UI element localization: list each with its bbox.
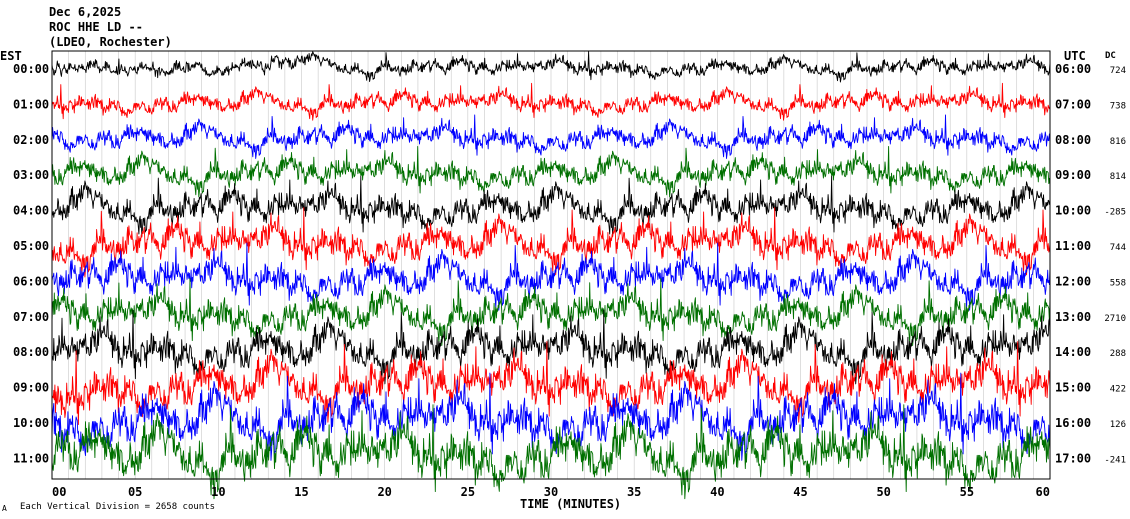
est-hour-label: 06:00 xyxy=(13,274,49,288)
header-date: Dec 6,2025 xyxy=(49,5,121,19)
x-tick-label: 20 xyxy=(377,485,391,499)
x-tick-label: 25 xyxy=(461,485,475,499)
utc-hour-label: 07:00 xyxy=(1055,97,1091,111)
est-hour-label: 01:00 xyxy=(13,97,49,111)
trace-hour-0400 xyxy=(51,175,1051,237)
trace-hour-1100 xyxy=(51,404,1051,500)
dc-offset-label: 744 xyxy=(1110,243,1126,253)
x-tick-label: 35 xyxy=(627,485,641,499)
utc-hour-label: 09:00 xyxy=(1055,168,1091,182)
est-hour-label: 11:00 xyxy=(13,451,49,465)
utc-hour-label: 14:00 xyxy=(1055,345,1091,359)
est-hour-label: 03:00 xyxy=(13,168,49,182)
utc-hour-label: 06:00 xyxy=(1055,62,1091,76)
dc-offset-label: 816 xyxy=(1110,137,1126,147)
x-tick-label: 55 xyxy=(960,485,974,499)
x-tick-label: 15 xyxy=(294,485,308,499)
utc-hour-label: 08:00 xyxy=(1055,133,1091,147)
trace-hour-0600 xyxy=(51,242,1051,311)
dc-offset-label: 126 xyxy=(1110,420,1126,430)
small-marker: A xyxy=(2,504,7,513)
dc-offset-label: 288 xyxy=(1110,349,1126,359)
trace-hour-0800 xyxy=(51,309,1051,385)
dc-axis-title: DC xyxy=(1105,51,1116,61)
x-tick-label: 30 xyxy=(544,485,558,499)
x-tick-label: 50 xyxy=(876,485,890,499)
utc-hour-label: 13:00 xyxy=(1055,310,1091,324)
utc-hour-label: 12:00 xyxy=(1055,274,1091,288)
x-tick-label: 00 xyxy=(52,485,66,499)
est-hour-label: 04:00 xyxy=(13,204,49,218)
dc-offset-label: 724 xyxy=(1110,66,1126,76)
dc-offset-label: 558 xyxy=(1110,278,1126,288)
est-axis-title: EST xyxy=(0,49,22,63)
row-labels: 00:00 06:00 724 01:00 07:00 738 02:00 08:00 816 0… xyxy=(13,62,1126,465)
est-hour-label: 07:00 xyxy=(13,310,49,324)
est-hour-label: 10:00 xyxy=(13,416,49,430)
header-station: ROC HHE LD -- xyxy=(49,20,143,34)
trace-hour-0500 xyxy=(51,207,1051,278)
utc-hour-label: 16:00 xyxy=(1055,416,1091,430)
trace-hour-0900 xyxy=(51,341,1051,425)
x-tick-label: 45 xyxy=(793,485,807,499)
trace-hour-0700 xyxy=(51,277,1051,347)
est-hour-label: 05:00 xyxy=(13,239,49,253)
seismic-traces xyxy=(51,51,1051,500)
utc-hour-label: 11:00 xyxy=(1055,239,1091,253)
x-axis-label: TIME (MINUTES) xyxy=(520,497,621,511)
x-tick-label: 05 xyxy=(128,485,142,499)
est-hour-label: 08:00 xyxy=(13,345,49,359)
plot-frame xyxy=(51,50,1051,480)
dc-offset-label: 738 xyxy=(1110,101,1126,111)
dc-offset-label: -241 xyxy=(1104,455,1126,465)
est-hour-label: 09:00 xyxy=(13,381,49,395)
x-tick-label: 40 xyxy=(710,485,724,499)
trace-hour-0200 xyxy=(51,114,1051,159)
header-location: (LDEO, Rochester) xyxy=(49,35,172,49)
utc-hour-label: 17:00 xyxy=(1055,451,1091,465)
footer-note: Each Vertical Division = 2658 counts xyxy=(20,502,215,512)
utc-axis-title: UTC xyxy=(1064,49,1086,63)
x-tick-label: 10 xyxy=(211,485,225,499)
dc-offset-label: 2710 xyxy=(1104,314,1126,324)
est-hour-label: 02:00 xyxy=(13,133,49,147)
trace-hour-0100 xyxy=(51,82,1051,121)
trace-hour-0300 xyxy=(51,145,1051,198)
utc-hour-label: 15:00 xyxy=(1055,381,1091,395)
dc-offset-label: 422 xyxy=(1110,385,1126,395)
utc-hour-label: 10:00 xyxy=(1055,204,1091,218)
dc-offset-label: 814 xyxy=(1110,172,1126,182)
trace-hour-0000 xyxy=(51,51,1051,83)
x-tick-labels: 00 05 10 15 20 25 30 35 40 45 50 55 60 xyxy=(52,485,1050,499)
x-tick-label: 60 xyxy=(1036,485,1050,499)
dc-offset-label: -285 xyxy=(1104,208,1126,218)
est-hour-label: 00:00 xyxy=(13,62,49,76)
